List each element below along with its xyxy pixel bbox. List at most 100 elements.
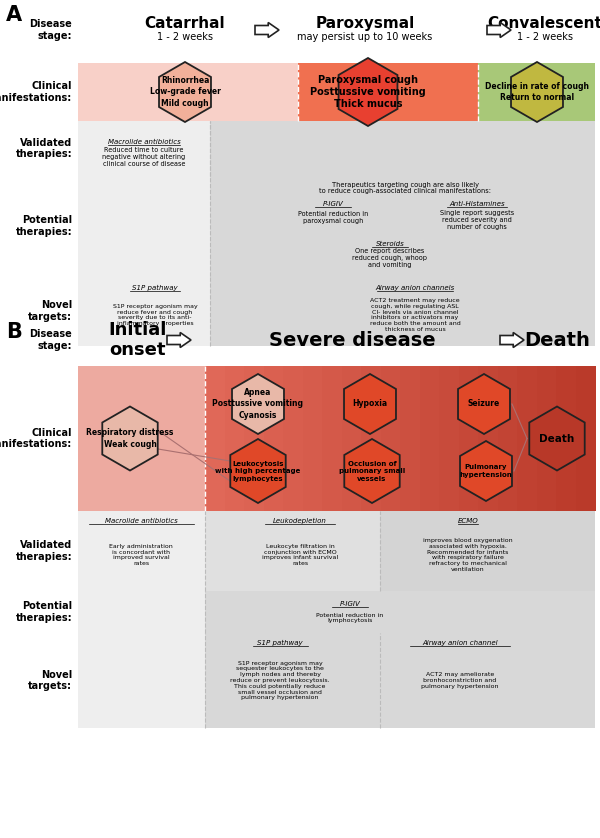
Text: Novel
targets:: Novel targets: (28, 300, 72, 322)
FancyBboxPatch shape (400, 366, 421, 511)
FancyBboxPatch shape (478, 63, 595, 121)
Text: Validated
therapies:: Validated therapies: (16, 137, 72, 159)
Text: Leukocyte filtration in
conjunction with ECMO
improves infant survival
rates: Leukocyte filtration in conjunction with… (262, 544, 338, 566)
FancyBboxPatch shape (556, 366, 577, 511)
Text: Paroxysmal cough
Posttussive vomiting
Thick mucus: Paroxysmal cough Posttussive vomiting Th… (310, 75, 426, 110)
Text: may persist up to 10 weeks: may persist up to 10 weeks (298, 32, 433, 42)
Text: 1 - 2 weeks: 1 - 2 weeks (517, 32, 573, 42)
FancyBboxPatch shape (478, 366, 499, 511)
Text: Initial
onset: Initial onset (109, 321, 167, 360)
Polygon shape (255, 23, 279, 38)
Polygon shape (230, 439, 286, 503)
Polygon shape (232, 374, 284, 434)
Text: Clinical
manifestations:: Clinical manifestations: (0, 81, 72, 103)
Text: Leukodepletion: Leukodepletion (273, 518, 327, 524)
Text: Convalescent: Convalescent (488, 17, 600, 32)
FancyBboxPatch shape (419, 366, 440, 511)
FancyBboxPatch shape (322, 366, 343, 511)
FancyBboxPatch shape (210, 276, 595, 346)
Polygon shape (458, 374, 510, 434)
Polygon shape (159, 62, 211, 122)
Text: Anti-Histamines: Anti-Histamines (449, 201, 505, 207)
Text: Novel
targets:: Novel targets: (28, 670, 72, 691)
FancyBboxPatch shape (78, 591, 205, 633)
Text: ECMO: ECMO (458, 518, 478, 524)
Text: Macrolide antibiotics: Macrolide antibiotics (107, 139, 181, 146)
FancyBboxPatch shape (78, 63, 298, 121)
FancyBboxPatch shape (575, 366, 596, 511)
FancyBboxPatch shape (205, 511, 380, 591)
Polygon shape (500, 333, 524, 348)
Text: P-IGIV: P-IGIV (340, 601, 361, 607)
Polygon shape (167, 333, 191, 348)
FancyBboxPatch shape (78, 511, 205, 591)
Text: Death: Death (539, 433, 575, 443)
Polygon shape (529, 406, 585, 470)
FancyBboxPatch shape (78, 276, 210, 346)
Polygon shape (487, 23, 511, 38)
FancyBboxPatch shape (263, 366, 284, 511)
Polygon shape (344, 374, 396, 434)
Text: Catarrhal: Catarrhal (145, 17, 226, 32)
Text: Potential reduction in
lymphocytosis: Potential reduction in lymphocytosis (316, 613, 383, 623)
Text: S1P receptor agonism may
reduce fever and cough
severity due to its anti-
inflam: S1P receptor agonism may reduce fever an… (113, 304, 197, 326)
Text: S1P pathway: S1P pathway (257, 640, 303, 646)
Text: ACT2 may ameliorate
bronhoconstriction and
pulmonary hypertension: ACT2 may ameliorate bronhoconstriction a… (421, 672, 499, 689)
Text: S1P receptor agonism may
sequester leukocytes to the
lymph nodes and thereby
red: S1P receptor agonism may sequester leuko… (230, 660, 330, 701)
Text: S1P pathway: S1P pathway (132, 285, 178, 291)
FancyBboxPatch shape (497, 366, 518, 511)
Text: Validated
therapies:: Validated therapies: (16, 541, 72, 561)
FancyBboxPatch shape (210, 176, 595, 276)
Polygon shape (338, 58, 397, 126)
Text: Disease
stage:: Disease stage: (29, 19, 72, 41)
Text: Macrolide antibiotics: Macrolide antibiotics (104, 518, 178, 524)
FancyBboxPatch shape (298, 63, 478, 121)
FancyBboxPatch shape (78, 633, 205, 728)
FancyBboxPatch shape (205, 591, 595, 633)
Text: B: B (6, 322, 22, 342)
FancyBboxPatch shape (517, 366, 538, 511)
FancyBboxPatch shape (361, 366, 382, 511)
FancyBboxPatch shape (78, 366, 205, 511)
Text: Occlusion of
pulmonary small
vessels: Occlusion of pulmonary small vessels (339, 461, 405, 482)
Text: Hypoxia: Hypoxia (352, 400, 388, 408)
FancyBboxPatch shape (244, 366, 265, 511)
Text: Pulmonary
hypertension: Pulmonary hypertension (460, 464, 512, 478)
FancyBboxPatch shape (224, 366, 245, 511)
Text: P-IGIV: P-IGIV (323, 201, 343, 207)
FancyBboxPatch shape (78, 121, 210, 176)
Text: Seizure: Seizure (468, 400, 500, 408)
Text: Death: Death (524, 330, 590, 349)
Text: Potential
therapies:: Potential therapies: (16, 601, 72, 623)
Text: Rhinorrhea
Low-grade fever
Mild cough: Rhinorrhea Low-grade fever Mild cough (149, 76, 220, 107)
Text: improves blood oxygenation
associated with hypoxia.
Recommended for infants
with: improves blood oxygenation associated wi… (423, 538, 513, 572)
FancyBboxPatch shape (283, 366, 304, 511)
Text: Severe disease: Severe disease (269, 330, 436, 349)
Text: Clinical
manifestations:: Clinical manifestations: (0, 427, 72, 449)
Text: Therapeutics targeting cough are also likely
to reduce cough-associated clinical: Therapeutics targeting cough are also li… (319, 182, 491, 194)
Text: Respiratory distress
Weak cough: Respiratory distress Weak cough (86, 428, 173, 448)
FancyBboxPatch shape (205, 633, 595, 728)
FancyBboxPatch shape (210, 121, 595, 176)
FancyBboxPatch shape (302, 366, 323, 511)
Text: Decline in rate of cough
Return to normal: Decline in rate of cough Return to norma… (485, 82, 589, 102)
Text: One report describes
reduced cough, whoop
and vomiting: One report describes reduced cough, whoo… (353, 248, 427, 268)
FancyBboxPatch shape (78, 176, 210, 276)
Text: 1 - 2 weeks: 1 - 2 weeks (157, 32, 213, 42)
Text: Single report suggests
reduced severity and
number of coughs: Single report suggests reduced severity … (440, 210, 514, 230)
FancyBboxPatch shape (439, 366, 460, 511)
Text: Airway anion channel: Airway anion channel (422, 640, 498, 646)
Text: Paroxysmal: Paroxysmal (316, 17, 415, 32)
Polygon shape (102, 406, 158, 470)
Text: Steroids: Steroids (376, 241, 404, 247)
Text: Potential reduction in
paroxysmal cough: Potential reduction in paroxysmal cough (298, 211, 368, 225)
Polygon shape (344, 439, 400, 503)
FancyBboxPatch shape (536, 366, 557, 511)
Text: Apnea
Posttussive vomiting
Cyanosis: Apnea Posttussive vomiting Cyanosis (212, 388, 304, 420)
FancyBboxPatch shape (380, 511, 595, 591)
Text: Airway anion channels: Airway anion channels (376, 285, 455, 291)
Text: A: A (6, 5, 22, 25)
Text: Reduced time to culture
negative without altering
clinical course of disease: Reduced time to culture negative without… (103, 147, 185, 167)
Text: Early administration
is concordant with
improved survival
rates: Early administration is concordant with … (109, 544, 173, 566)
FancyBboxPatch shape (380, 366, 401, 511)
